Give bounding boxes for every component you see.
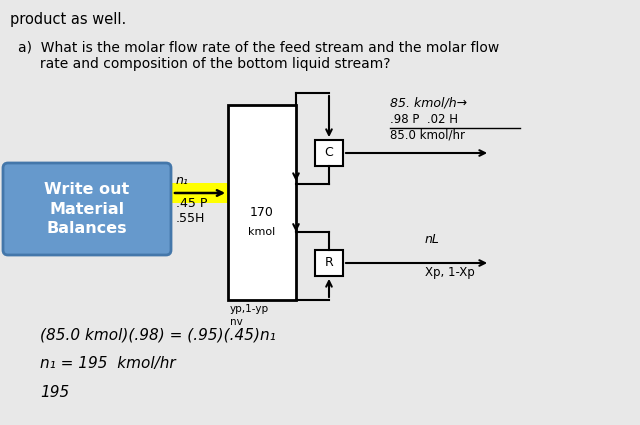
Bar: [172, 183, 246, 203]
Text: Write out
Material
Balances: Write out Material Balances: [44, 182, 130, 236]
Bar: [315, 140, 343, 166]
Text: n₁ = 195  kmol/hr: n₁ = 195 kmol/hr: [40, 356, 175, 371]
Text: C: C: [324, 147, 333, 159]
Text: rate and composition of the bottom liquid stream?: rate and composition of the bottom liqui…: [18, 57, 390, 71]
FancyBboxPatch shape: [3, 163, 171, 255]
Text: a)  What is the molar flow rate of the feed stream and the molar flow: a) What is the molar flow rate of the fe…: [18, 40, 499, 54]
Text: kmol: kmol: [248, 227, 276, 237]
Bar: [315, 250, 343, 276]
Text: 85.0 kmol/hr: 85.0 kmol/hr: [390, 128, 465, 141]
Text: yp,1-yp: yp,1-yp: [230, 304, 269, 314]
Text: 170: 170: [250, 206, 274, 219]
Text: nv: nv: [230, 317, 243, 327]
Text: (85.0 kmol)(.98) = (.95)(.45)n₁: (85.0 kmol)(.98) = (.95)(.45)n₁: [40, 328, 276, 343]
Text: 195: 195: [40, 385, 69, 400]
Text: 85. kmol/h→: 85. kmol/h→: [390, 96, 467, 109]
Text: .45 P: .45 P: [176, 197, 207, 210]
Text: R: R: [324, 257, 333, 269]
Text: Xp, 1-Xp: Xp, 1-Xp: [425, 266, 475, 279]
Bar: [228, 105, 296, 300]
Text: .55H: .55H: [176, 212, 205, 225]
Text: product as well.: product as well.: [10, 12, 126, 27]
Text: .98 P  .02 H: .98 P .02 H: [390, 113, 458, 126]
Text: nL: nL: [425, 233, 440, 246]
Text: n₁: n₁: [176, 174, 189, 187]
